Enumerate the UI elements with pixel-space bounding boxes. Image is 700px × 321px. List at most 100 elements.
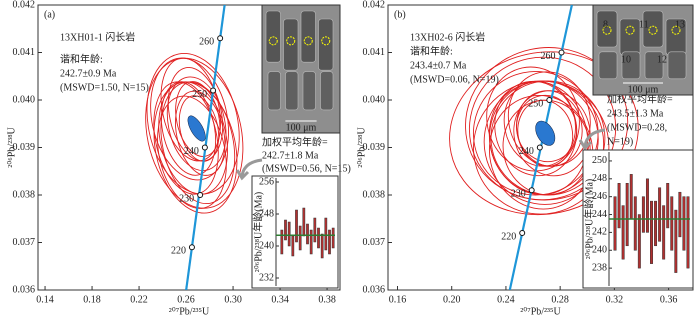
- error-bar: [298, 225, 302, 251]
- y-axis-label: ²⁰⁶Pb/²³⁸U: [356, 126, 367, 167]
- concordia-point: [201, 144, 208, 151]
- concordia-age-text: 谐和年龄:: [60, 52, 103, 65]
- mean-ellipse: [535, 120, 556, 146]
- error-ellipse: [145, 57, 244, 209]
- zircon-grain: [619, 18, 641, 56]
- y-tick-label: 0.040: [13, 94, 36, 105]
- weighted-age-text: N=19): [607, 136, 633, 147]
- inset-axis-label: ²⁰⁶Pb/²³⁸U年龄(Ma): [251, 192, 264, 273]
- error-ellipse: [468, 56, 617, 201]
- error-bar: [328, 229, 331, 255]
- error-bar: [302, 207, 306, 237]
- error-bar: [320, 233, 324, 259]
- spot-label: 8: [603, 19, 608, 30]
- y-tick-label: 0.041: [363, 47, 386, 58]
- error-ellipse: [516, 94, 578, 163]
- error-bar: [287, 221, 291, 247]
- concordia-age-text: 242.7±0.9 Ma: [60, 68, 117, 79]
- error-ellipse: [178, 95, 220, 162]
- age-label: 220: [501, 231, 516, 242]
- error-bar: [280, 229, 284, 255]
- zircon-grain: [596, 10, 618, 48]
- age-label: 250: [192, 89, 207, 100]
- error-bar: [678, 191, 682, 238]
- zircon-grain: [621, 51, 641, 80]
- concordia-age-text: (MSWD=1.50, N=15): [60, 82, 149, 93]
- zircon-grain: [642, 10, 664, 48]
- inset-tick-label: 240: [592, 245, 607, 256]
- inset-tick-label: 238: [592, 262, 607, 273]
- concordia-age-text: 243.4±0.7 Ma: [410, 60, 467, 71]
- analysis-spot: [602, 25, 612, 35]
- error-ellipse: [166, 76, 227, 172]
- arrow: [578, 128, 606, 151]
- error-ellipse: [146, 52, 240, 195]
- error-bar: [313, 217, 317, 243]
- inset-tick-label: 240: [259, 240, 274, 251]
- error-ellipse: [503, 80, 576, 167]
- error-ellipse: [490, 80, 606, 196]
- spot-label: 13: [675, 19, 685, 30]
- scale-label: 100 μm: [628, 84, 659, 95]
- age-label: 220: [171, 246, 186, 257]
- inset-tick-label: 248: [259, 208, 274, 219]
- error-ellipse: [486, 66, 580, 172]
- concordia-point: [188, 244, 195, 251]
- error-bar: [317, 227, 320, 249]
- error-bar: [331, 227, 335, 249]
- weighted-age-text: 243.5±1.3 Ma: [607, 108, 664, 119]
- inset-axis-label: ²⁰⁶Pb/²³⁸U年龄(Ma): [582, 179, 595, 260]
- error-bar: [633, 196, 637, 251]
- age-label: 230: [179, 193, 194, 204]
- error-bar: [662, 205, 666, 260]
- y-tick-label: 0.039: [13, 142, 36, 153]
- age-label: 240: [519, 146, 534, 157]
- error-bar: [686, 196, 690, 269]
- spot-label: 12: [657, 54, 667, 65]
- concordia-point: [197, 192, 204, 198]
- error-bar: [284, 219, 287, 241]
- error-bar: [629, 174, 633, 220]
- weighted-age-text: (MSWD=0.28,: [607, 122, 667, 133]
- x-tick-label: 0.16: [389, 294, 407, 305]
- error-bar: [658, 187, 662, 242]
- error-ellipse: [150, 57, 229, 181]
- x-tick-label: 0.38: [318, 294, 336, 305]
- concordia-point: [210, 87, 217, 94]
- analysis-spot: [321, 36, 331, 46]
- error-ellipse: [513, 90, 591, 177]
- concordia-point: [519, 230, 526, 236]
- error-bar: [295, 209, 298, 243]
- y-tick-label: 0.038: [13, 189, 36, 200]
- age-label: 230: [511, 189, 526, 200]
- arrow: [235, 158, 263, 181]
- y-axis-label: ²⁰⁶Pb/²³⁸U: [6, 126, 17, 167]
- inset-tick-label: 244: [592, 209, 607, 220]
- concordia-age-text: 谐和年龄:: [410, 44, 453, 57]
- panel-label: (b): [394, 9, 406, 20]
- weighted-age-text: (MSWD=0.56, N=15): [262, 163, 351, 174]
- y-tick-label: 0.036: [363, 284, 386, 295]
- error-bar: [682, 196, 686, 251]
- x-tick-label: 0.26: [177, 294, 195, 305]
- age-label: 260: [541, 51, 556, 62]
- error-bar: [670, 196, 674, 251]
- error-ellipse: [160, 81, 236, 205]
- error-bar: [654, 200, 658, 247]
- zircon-grain: [644, 51, 664, 80]
- zircon-grain: [285, 71, 299, 111]
- y-tick-label: 0.040: [363, 94, 386, 105]
- error-bar: [666, 183, 670, 229]
- sample-name: 13XH02-6 闪长岩: [410, 30, 485, 43]
- error-bar: [617, 183, 621, 229]
- weighted-age-text: 加权平均年龄=: [262, 135, 328, 148]
- error-ellipse: [449, 51, 639, 216]
- y-tick-label: 0.037: [363, 237, 386, 248]
- analysis-spot: [671, 25, 681, 35]
- concordia-age-text: (MSWD=0.06, N=19): [410, 74, 499, 85]
- sample-name: 13XH01-1 闪长岩: [60, 30, 135, 43]
- inset-tick-label: 250: [592, 155, 607, 166]
- x-tick-label: 0.28: [551, 294, 569, 305]
- y-tick-label: 0.042: [363, 0, 386, 10]
